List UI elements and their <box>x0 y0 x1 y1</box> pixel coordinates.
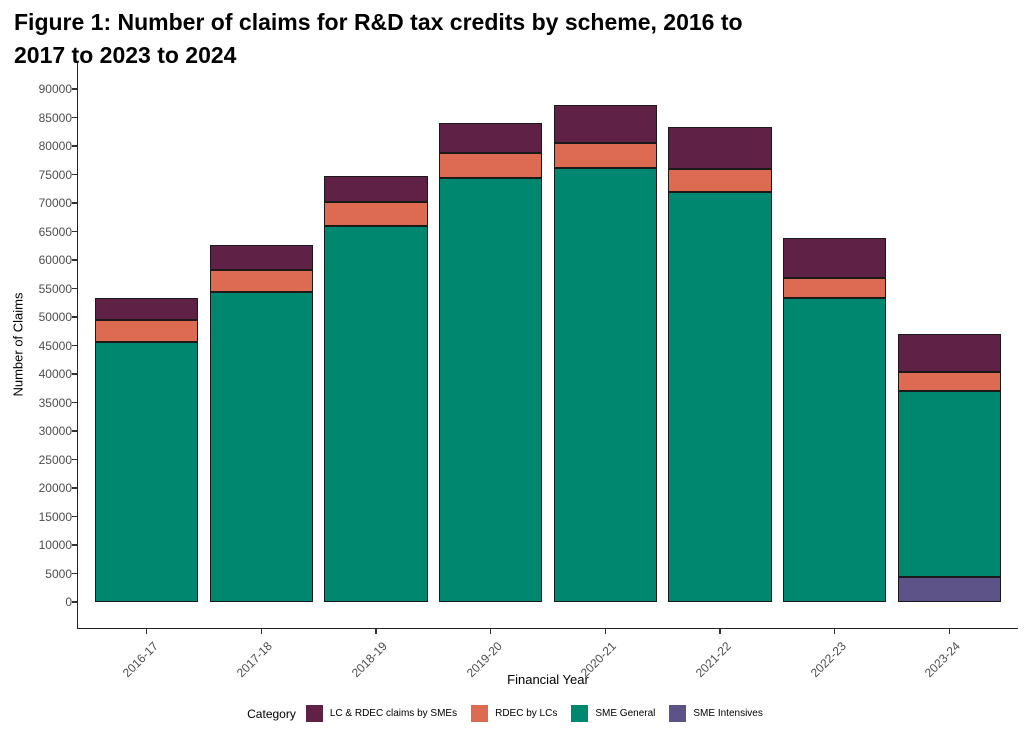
bar-segment <box>209 245 313 270</box>
legend-item: LC & RDEC claims by SMEs <box>305 705 458 722</box>
y-axis-tick <box>72 515 77 518</box>
y-axis-tick-label: 5000 <box>45 566 72 581</box>
y-axis-tick-label: 25000 <box>38 452 72 467</box>
plot-panel: 0 5000 10000 15000 20000 25000 30000 35000 40000… <box>39 63 1018 680</box>
y-axis-tick <box>72 259 77 261</box>
legend-item: RDEC by LCs <box>471 705 557 722</box>
legend-title: Category <box>247 706 296 721</box>
bar-segment <box>897 390 1001 578</box>
y-axis-tick-label: 55000 <box>38 281 72 296</box>
bar-segment <box>668 169 772 192</box>
figure-title-line2: 2017 to 2023 to 2024 <box>14 42 237 68</box>
legend-item-label: RDEC by LCs <box>495 708 558 719</box>
y-axis-tick-label: 20000 <box>38 481 72 495</box>
y-axis-tick <box>72 316 77 318</box>
legend-item-label: SME Intensives <box>693 708 763 719</box>
x-axis-tick <box>260 629 262 634</box>
y-axis-tick <box>72 544 77 546</box>
bar-segment <box>439 122 543 154</box>
y-axis-tick <box>72 116 77 119</box>
x-axis-title: Financial Year <box>507 672 589 687</box>
bar-segment <box>668 126 772 170</box>
x-axis-tick <box>719 629 721 634</box>
y-axis-tick <box>72 601 77 603</box>
bar-segment <box>553 143 657 168</box>
y-axis-tick-label: 10000 <box>38 538 72 552</box>
bar-segment <box>95 297 199 320</box>
y-axis-tick-label: 75000 <box>38 167 72 182</box>
y-axis-tick-label: 90000 <box>38 82 72 96</box>
y-axis-tick <box>72 88 77 90</box>
y-axis-tick-label: 40000 <box>38 367 72 381</box>
y-axis-tick-label: 30000 <box>38 424 72 438</box>
bar-segment <box>897 334 1001 372</box>
y-axis-tick-label: 70000 <box>38 196 72 210</box>
figure-title-line1: Figure 1: Number of claims for R&D tax c… <box>14 9 743 35</box>
bar-segment <box>783 298 887 602</box>
x-axis-tick <box>146 629 148 634</box>
bar-segment <box>209 292 313 602</box>
y-axis-tick-label: 45000 <box>38 338 72 353</box>
legend-swatch <box>471 705 489 722</box>
figure-title: Figure 1: Number of claims for R&D tax c… <box>14 6 743 72</box>
y-axis-tick <box>72 202 77 204</box>
legend-swatch <box>571 705 589 722</box>
bar-segment <box>95 319 199 342</box>
y-axis-title: Number of Claims <box>10 292 26 397</box>
bar-segment <box>324 201 428 226</box>
legend-item: SME General <box>571 705 655 722</box>
y-axis-tick-label: 65000 <box>38 224 72 239</box>
bar-segment <box>668 191 772 602</box>
y-axis-tick-label: 50000 <box>38 310 72 324</box>
x-axis-line <box>77 627 1018 629</box>
y-axis-tick <box>72 373 77 375</box>
y-axis-tick <box>72 344 77 347</box>
legend: Category LC & RDEC claims by SMEs RDEC by… <box>0 705 1024 722</box>
y-axis-tick <box>72 458 77 461</box>
y-axis-tick-label: 85000 <box>38 110 72 125</box>
bar-segment <box>439 153 543 179</box>
y-axis-tick-label: 35000 <box>38 395 72 410</box>
bar-segment <box>897 577 1001 602</box>
bar-segment <box>783 237 887 279</box>
y-axis-tick <box>72 572 77 575</box>
y-axis-tick-label: 15000 <box>38 509 72 524</box>
bar-segment <box>324 225 428 602</box>
x-axis-tick <box>604 629 606 634</box>
y-axis-line <box>77 63 79 629</box>
x-axis-tick <box>375 629 377 634</box>
bar-segment <box>553 167 657 602</box>
legend-item-label: SME General <box>595 708 656 719</box>
bar-segment <box>324 175 428 202</box>
bar-segment <box>783 278 887 299</box>
bar-segment <box>553 104 657 144</box>
y-axis-tick-label: 60000 <box>38 253 72 267</box>
legend-item-label: LC & RDEC claims by SMEs <box>329 708 458 719</box>
y-axis-tick <box>72 230 77 233</box>
legend-item: SME Intensives <box>669 705 763 722</box>
legend-swatch <box>305 705 323 722</box>
y-axis-tick <box>72 430 77 432</box>
bar-segment <box>439 178 543 602</box>
x-axis-tick <box>490 629 492 634</box>
y-axis-tick <box>72 487 77 489</box>
legend-swatch <box>669 705 687 722</box>
bar-segment <box>897 371 1001 391</box>
y-axis-tick <box>72 173 77 176</box>
y-axis-tick-label: 80000 <box>38 139 72 153</box>
x-axis-tick <box>833 629 836 634</box>
y-axis-tick <box>72 145 77 147</box>
bar-segment <box>209 269 313 293</box>
x-axis-tick <box>948 629 950 634</box>
y-axis-tick <box>72 287 77 290</box>
y-axis-tick <box>72 401 77 404</box>
bar-segment <box>95 341 199 602</box>
y-axis-tick-label: 0 <box>65 595 72 609</box>
